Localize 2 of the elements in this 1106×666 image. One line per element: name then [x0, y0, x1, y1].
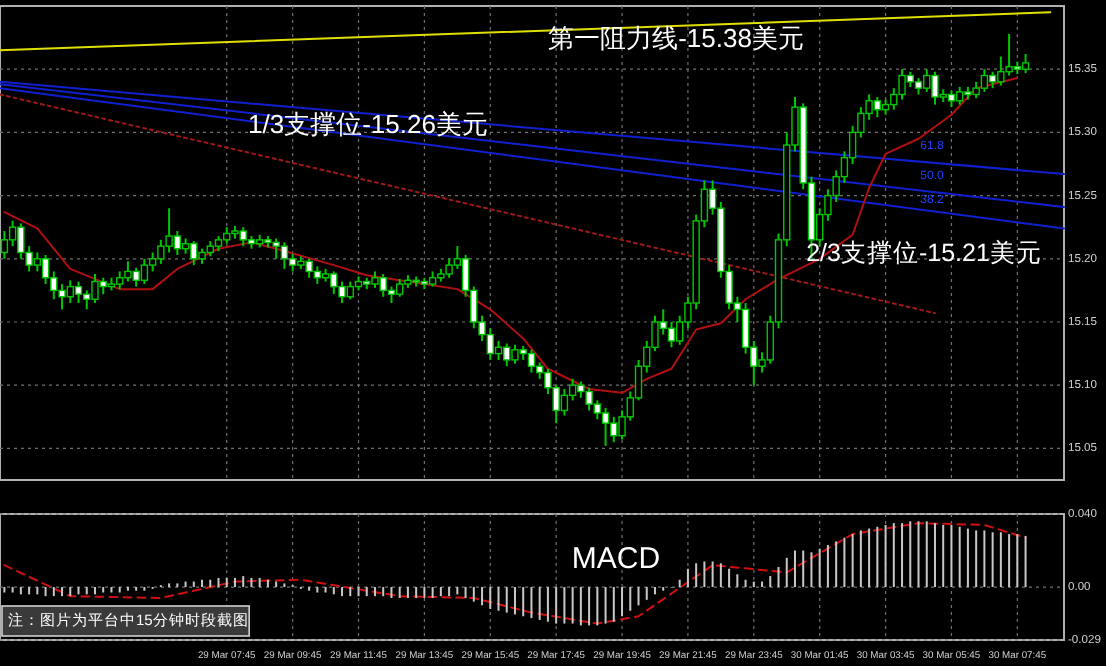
annotation: MACD	[571, 541, 661, 576]
annotation: 第一阻力线-15.38美元	[548, 22, 804, 53]
